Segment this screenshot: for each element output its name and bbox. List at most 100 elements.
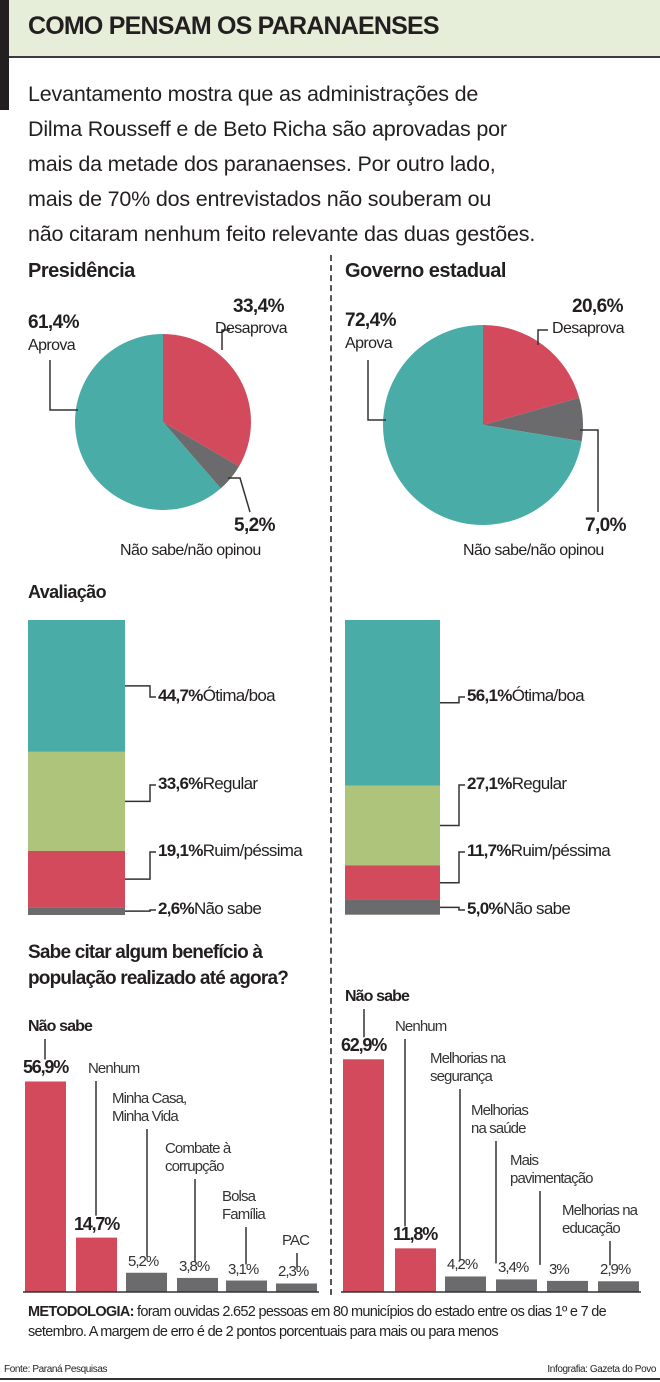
benefit-value-label: 2,9% xyxy=(600,1261,631,1279)
benefit-value-label: 3,4% xyxy=(498,1259,529,1277)
benefit-bar xyxy=(496,1279,537,1292)
evaluation-leader xyxy=(125,909,156,912)
evaluation-label: 56,1%Ótima/boa xyxy=(467,686,585,706)
methodology-text: foram ouvidas 2.652 pessoas em 80 municí… xyxy=(28,1304,607,1340)
benefit-category-label: Mais pavimentação xyxy=(510,1152,593,1187)
benefit-category-label: Melhorias na educação xyxy=(562,1202,638,1237)
evaluation-category: Não sabe xyxy=(193,899,262,918)
benefit-value-label: 14,7% xyxy=(74,1213,120,1234)
column-divider xyxy=(330,255,332,1295)
pie2-unknown-label: Não sabe/não opinou xyxy=(463,542,604,559)
evaluation-leader xyxy=(440,906,465,911)
benefit-bar xyxy=(343,1059,384,1292)
benefit-value-label: 4,2% xyxy=(447,1256,478,1274)
pie1-unknown-leader xyxy=(228,477,251,513)
pie2-approve-leader xyxy=(367,360,386,421)
benefit-value-label: 2,3% xyxy=(278,1263,309,1281)
benefit-value-label: 62,9% xyxy=(341,1035,387,1056)
benefit-bar xyxy=(76,1237,117,1292)
evaluation-segment xyxy=(345,785,440,866)
benefit-question-line1: Sabe citar algum benefício à xyxy=(28,942,263,963)
evaluation-leader xyxy=(440,784,465,827)
evaluation-value: 19,1% xyxy=(158,841,203,860)
pie2-approve-value: 72,4% xyxy=(345,310,396,331)
benefit-category-label: Minha Casa, Minha Vida xyxy=(112,1090,187,1125)
pie1-unknown-label: Não sabe/não opinou xyxy=(120,542,261,559)
evaluation-value: 2,6% xyxy=(158,899,195,918)
benefit-category-label: Melhorias na saúde xyxy=(471,1102,529,1137)
methodology-note: METODOLOGIA: foram ouvidas 2.652 pessoas… xyxy=(28,1302,658,1342)
evaluation-category: Regular xyxy=(511,774,567,793)
pie2-disapprove-label: Desaprova xyxy=(552,320,625,337)
benefit-bar xyxy=(598,1281,639,1292)
methodology-label: METODOLOGIA: xyxy=(28,1304,134,1320)
evaluation-value: 56,1% xyxy=(467,686,512,705)
evaluation-leader xyxy=(440,851,465,884)
evaluation-value: 44,7% xyxy=(158,686,203,705)
pie2-unknown-leader xyxy=(580,429,599,512)
pie2-slice xyxy=(383,325,582,525)
evaluation-leader xyxy=(125,685,156,698)
title-band xyxy=(9,0,660,58)
intro-line: Dilma Rousseff e de Beto Richa são aprov… xyxy=(28,117,507,141)
benefit-bar xyxy=(226,1280,267,1292)
page-title: COMO PENSAM OS PARANAENSES xyxy=(28,12,440,40)
pie2-approve-label: Aprova xyxy=(345,335,393,352)
benefit-question-line2: população realizado até agora? xyxy=(28,968,289,989)
pie1-slice xyxy=(74,334,221,510)
benefit-category-label: Nenhum xyxy=(395,1018,447,1035)
pie1-approve-label: Aprova xyxy=(28,337,76,354)
evaluation-heading: Avaliação xyxy=(28,582,107,602)
evaluation-label: 44,7%Ótima/boa xyxy=(158,686,276,706)
infographic-credit: Infografia: Gazeta do Povo xyxy=(547,1364,656,1375)
evaluation-segment xyxy=(28,907,125,915)
evaluation-value: 33,6% xyxy=(158,774,203,793)
evaluation-label: 27,1%Regular xyxy=(467,774,567,794)
benefit-value-label: 3,8% xyxy=(179,1257,210,1275)
benefit-value-label: 56,9% xyxy=(23,1057,69,1078)
pie1-approve-value: 61,4% xyxy=(28,312,79,333)
intro-line: mais de 70% dos entrevistados não souber… xyxy=(28,187,492,211)
benefit-bar xyxy=(547,1280,588,1292)
benefit-category-label: PAC xyxy=(282,1232,310,1249)
benefit-category-label: Melhorias na segurança xyxy=(430,1050,506,1085)
pie1-disapprove-leader xyxy=(221,329,230,350)
benefit-bar xyxy=(445,1276,486,1292)
evaluation-value: 11,7% xyxy=(467,841,511,860)
evaluation-segment xyxy=(345,620,440,786)
benefit-bar xyxy=(126,1272,167,1292)
pie2-unknown-value: 7,0% xyxy=(585,515,627,536)
intro-line: mais da metade dos paranaenses. Por outr… xyxy=(28,152,496,176)
evaluation-value: 27,1% xyxy=(467,774,512,793)
benefit-category-label: Não sabe xyxy=(345,988,410,1005)
evaluation-label: 19,1%Ruim/péssima xyxy=(158,841,303,861)
evaluation-segment xyxy=(28,850,125,908)
evaluation-category: Ótima/boa xyxy=(511,686,585,705)
pie2-slice xyxy=(483,397,583,442)
benefit-category-label: Não sabe xyxy=(28,1018,93,1035)
evaluation-category: Ruim/péssima xyxy=(510,841,611,860)
benefit-value-label: 11,8% xyxy=(393,1224,438,1245)
pie1-disapprove-value: 33,4% xyxy=(233,296,284,317)
evaluation-leader xyxy=(125,784,156,803)
evaluation-leader xyxy=(125,851,156,880)
pie2-disapprove-value: 20,6% xyxy=(572,296,623,317)
evaluation-value: 5,0% xyxy=(467,899,504,918)
benefit-bar xyxy=(276,1283,317,1292)
pie2-disapprove-leader xyxy=(537,329,548,345)
evaluation-label: 11,7%Ruim/péssima xyxy=(467,841,611,861)
evaluation-segment xyxy=(28,620,125,752)
benefit-value-label: 5,2% xyxy=(128,1252,159,1270)
pie1-slice xyxy=(163,334,252,467)
evaluation-leader xyxy=(440,696,465,704)
benefit-category-label: Combate à corrupção xyxy=(165,1140,231,1175)
evaluation-category: Regular xyxy=(202,774,258,793)
pie1-slice xyxy=(163,422,240,489)
benefit-category-label: Nenhum xyxy=(88,1060,140,1077)
pie1-disapprove-label: Desaprova xyxy=(215,320,288,337)
state-government-heading: Governo estadual xyxy=(345,260,506,282)
pie1-unknown-value: 5,2% xyxy=(234,515,276,536)
accent-bar xyxy=(0,0,9,110)
evaluation-label: 5,0%Não sabe xyxy=(467,899,571,919)
